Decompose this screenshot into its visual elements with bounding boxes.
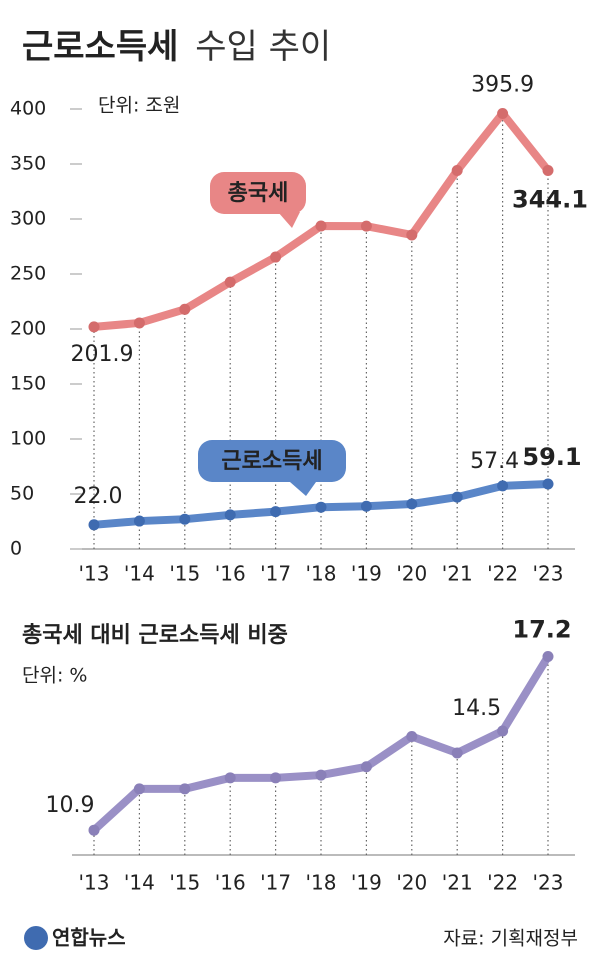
data-point — [270, 251, 282, 263]
data-point — [88, 519, 100, 531]
x-tick-label: '20 — [396, 871, 427, 895]
legend-bubble — [198, 440, 346, 482]
data-point — [406, 730, 418, 742]
x-tick-label: '14 — [124, 871, 155, 895]
x-tick-label: '23 — [533, 871, 564, 895]
x-tick-label: '15 — [169, 871, 200, 895]
y-tick-label: 250 — [10, 263, 46, 285]
y-tick-label: 50 — [10, 483, 34, 505]
value-label: 59.1 — [522, 443, 581, 471]
data-point — [451, 491, 463, 503]
y-tick-label: 400 — [10, 98, 46, 120]
data-point — [542, 478, 554, 490]
unit-label: 단위: 조원 — [98, 95, 180, 117]
x-tick-label: '21 — [442, 562, 473, 586]
data-point — [451, 747, 463, 759]
data-point — [270, 772, 282, 784]
legend-bubble — [210, 172, 306, 214]
x-tick-label: '14 — [124, 562, 155, 586]
x-tick-label: '22 — [487, 871, 518, 895]
data-point — [179, 303, 191, 315]
y-tick-label: 200 — [10, 318, 46, 340]
x-tick-label: '18 — [306, 562, 337, 586]
value-label: 395.9 — [471, 73, 534, 98]
data-point — [179, 513, 191, 525]
legend-label: 근로소득세 — [221, 449, 322, 474]
x-tick-label: '23 — [533, 562, 564, 586]
x-tick-label: '17 — [260, 871, 291, 895]
x-tick-label: '18 — [306, 871, 337, 895]
x-tick-label: '21 — [442, 871, 473, 895]
data-point — [360, 500, 372, 512]
data-point — [88, 824, 100, 836]
value-label: 344.1 — [512, 185, 588, 213]
data-point — [542, 651, 554, 663]
data-point — [224, 772, 236, 784]
y-tick-label: 150 — [10, 373, 46, 395]
data-point — [224, 276, 236, 288]
y-tick-label: 350 — [10, 153, 46, 175]
data-point — [360, 220, 372, 232]
data-point — [315, 220, 327, 232]
data-point — [406, 229, 418, 241]
data-point — [497, 108, 509, 120]
x-tick-label: '19 — [351, 562, 382, 586]
y-tick-label: 100 — [10, 428, 46, 450]
data-point — [360, 761, 372, 773]
value-label: 14.5 — [452, 696, 501, 721]
data-point — [133, 515, 145, 527]
value-label: 22.0 — [74, 484, 123, 509]
logo-text: 연합뉴스 — [52, 926, 126, 950]
x-tick-label: '17 — [260, 562, 291, 586]
legend-bubble-tail — [278, 212, 300, 228]
value-label: 201.9 — [71, 342, 134, 367]
data-point — [406, 498, 418, 510]
x-tick-label: '16 — [215, 871, 246, 895]
data-point — [179, 783, 191, 795]
data-point — [133, 317, 145, 329]
x-tick-label: '16 — [215, 562, 246, 586]
logo-icon — [24, 926, 48, 950]
y-tick-label: 300 — [10, 208, 46, 230]
data-point — [497, 725, 509, 737]
value-label: 57.4 — [470, 449, 519, 474]
data-point — [315, 501, 327, 513]
title-regular: 수입 추이 — [195, 27, 331, 67]
data-point — [315, 769, 327, 781]
data-point — [270, 506, 282, 518]
data-point — [451, 164, 463, 176]
page-title: 근로소득세 수입 추이 — [22, 27, 331, 67]
source: 자료: 기획재정부 — [443, 928, 578, 950]
x-tick-label: '13 — [79, 871, 110, 895]
value-label: 10.9 — [46, 793, 95, 818]
data-point — [133, 783, 145, 795]
x-tick-label: '20 — [396, 562, 427, 586]
title-bold: 근로소득세 — [22, 27, 178, 67]
legend-label: 총국세 — [228, 181, 289, 206]
chart-title: 총국세 대비 근로소득세 비중 — [22, 623, 288, 648]
x-tick-label: '19 — [351, 871, 382, 895]
value-label: 17.2 — [512, 616, 571, 644]
legend-bubble-tail — [290, 482, 316, 496]
y-tick-label: 0 — [10, 538, 22, 560]
x-tick-label: '15 — [169, 562, 200, 586]
data-point — [542, 164, 554, 176]
x-tick-label: '22 — [487, 562, 518, 586]
unit-label: 단위: % — [22, 665, 87, 687]
data-point — [88, 321, 100, 333]
series-line — [93, 109, 552, 331]
data-point — [497, 480, 509, 492]
x-tick-label: '13 — [79, 562, 110, 586]
data-point — [224, 509, 236, 521]
